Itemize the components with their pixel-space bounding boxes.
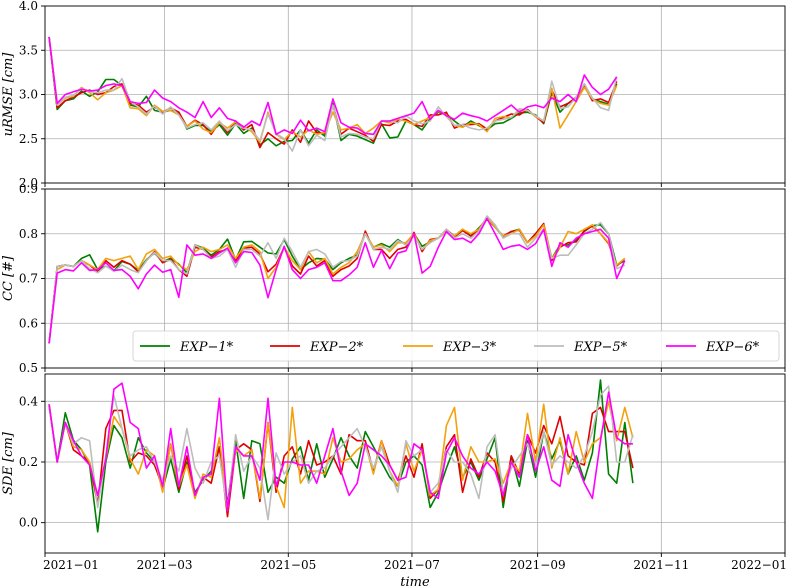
- legend-box: [132, 330, 780, 362]
- x-tick-label: 2022−01: [731, 558, 787, 572]
- y-tick-label: 3.5: [19, 43, 38, 57]
- series-line-1: [48, 379, 634, 533]
- y-tick-label: 0.9: [19, 182, 38, 196]
- panel-cc: 0.5 0.6 0.7 0.8 0.9 CC [#]: [1, 182, 786, 375]
- x-tick-label: 2021−05: [260, 558, 316, 572]
- y-tick-label: 0.7: [19, 272, 38, 286]
- legend-label-5: EXP−6*: [705, 340, 760, 355]
- series-line-5: [48, 382, 633, 512]
- x-tick-label: 2021−09: [510, 558, 566, 572]
- x-tick-label: 2021−11: [633, 558, 689, 572]
- x-tick-label: 2021−03: [137, 558, 193, 572]
- series-line-2: [48, 404, 634, 518]
- series-line-5: [48, 36, 618, 136]
- series-line-4: [48, 215, 626, 344]
- y-tick-label: 0.2: [19, 455, 38, 469]
- x-tick-label: 2021−07: [384, 558, 440, 572]
- y-tick-label: 0.8: [19, 227, 38, 241]
- y-axis-label: uRMSE [cm]: [1, 52, 16, 137]
- y-tick-label: 0.6: [19, 316, 38, 330]
- series-line-2: [48, 36, 618, 149]
- series-line-4: [48, 385, 634, 521]
- y-tick-label: 4.0: [19, 0, 38, 13]
- series-line-3: [48, 217, 626, 344]
- y-tick-label: 0.5: [19, 361, 38, 375]
- legend-label-4: EXP−5*: [573, 340, 628, 355]
- y-tick-label: 3.0: [19, 88, 38, 102]
- y-tick-label: 2.5: [19, 132, 38, 146]
- legend-label-3: EXP−3*: [442, 340, 497, 355]
- panel-urmse: 2.0 2.5 3.0 3.5 4.0 uRMSE [cm]: [1, 0, 786, 190]
- y-tick-label: 0.4: [19, 394, 38, 408]
- y-axis-label: SDE [cm]: [1, 431, 16, 495]
- x-axis-label: time: [400, 575, 430, 588]
- y-tick-label: 0.0: [19, 516, 38, 530]
- legend: EXP−1* EXP−2* EXP−3* EXP−5* EXP−6*: [132, 330, 780, 362]
- axes-frame: [44, 373, 786, 554]
- legend-label-1: EXP−1*: [179, 340, 234, 355]
- y-axis-label: CC [#]: [1, 255, 16, 301]
- series-line-3: [48, 36, 618, 144]
- panel-sde: 0.0 0.2 0.4 SDE [cm] 2021−01 2021−03 2021−05 20…: [1, 373, 787, 572]
- series-line-1: [48, 36, 618, 147]
- y-tick-label: 2.0: [19, 176, 38, 190]
- legend-label-2: EXP−2*: [309, 340, 364, 355]
- series-line-4: [48, 36, 618, 152]
- series-line-5: [48, 217, 626, 344]
- x-tick-label: 2021−01: [43, 558, 99, 572]
